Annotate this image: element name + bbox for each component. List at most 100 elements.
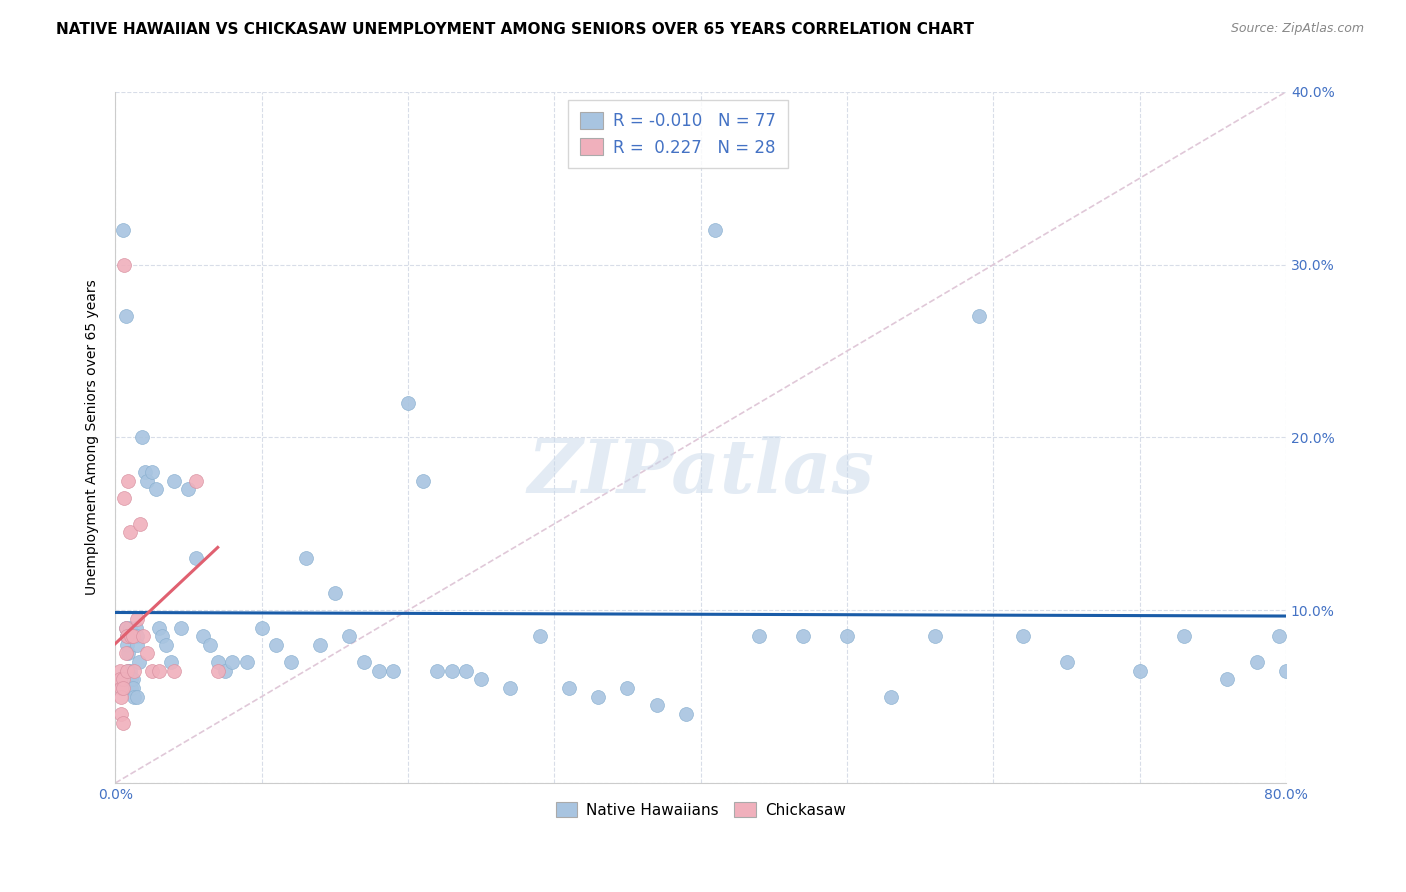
Point <box>141 465 163 479</box>
Point <box>111 223 134 237</box>
Point <box>118 621 141 635</box>
Point <box>150 629 173 643</box>
Point <box>120 673 142 687</box>
Point <box>558 681 581 695</box>
Point <box>177 483 200 497</box>
Point <box>127 629 149 643</box>
Point <box>128 655 150 669</box>
Point <box>111 715 134 730</box>
Point <box>136 647 159 661</box>
Point <box>117 664 139 678</box>
Point <box>115 638 138 652</box>
Point <box>1267 629 1289 643</box>
Point <box>110 690 132 704</box>
Point <box>456 664 478 678</box>
Point <box>112 491 135 505</box>
Point <box>108 673 131 687</box>
Point <box>117 474 139 488</box>
Point <box>645 698 668 713</box>
Point <box>412 474 434 488</box>
Point <box>120 681 142 695</box>
Point <box>367 664 389 678</box>
Point <box>309 638 332 652</box>
Point <box>111 673 134 687</box>
Point <box>148 664 170 678</box>
Point <box>294 551 316 566</box>
Point <box>111 681 134 695</box>
Point <box>184 551 207 566</box>
Point <box>127 612 149 626</box>
Point <box>148 621 170 635</box>
Point <box>426 664 449 678</box>
Point <box>170 621 193 635</box>
Point <box>114 621 136 635</box>
Point <box>163 474 186 488</box>
Point <box>214 664 236 678</box>
Point <box>120 629 142 643</box>
Point <box>163 664 186 678</box>
Point <box>280 655 302 669</box>
Point <box>127 690 149 704</box>
Point <box>145 483 167 497</box>
Point <box>184 474 207 488</box>
Text: NATIVE HAWAIIAN VS CHICKASAW UNEMPLOYMENT AMONG SENIORS OVER 65 YEARS CORRELATIO: NATIVE HAWAIIAN VS CHICKASAW UNEMPLOYMEN… <box>56 22 974 37</box>
Point <box>1129 664 1152 678</box>
Point <box>924 629 946 643</box>
Point <box>1216 673 1239 687</box>
Point <box>236 655 259 669</box>
Point <box>470 673 492 687</box>
Point <box>353 655 375 669</box>
Point <box>200 638 222 652</box>
Point <box>675 706 697 721</box>
Point <box>1011 629 1033 643</box>
Point <box>382 664 405 678</box>
Point <box>134 465 156 479</box>
Text: Source: ZipAtlas.com: Source: ZipAtlas.com <box>1230 22 1364 36</box>
Point <box>880 690 903 704</box>
Point <box>141 664 163 678</box>
Point <box>1246 655 1268 669</box>
Point <box>1056 655 1078 669</box>
Legend: Native Hawaiians, Chickasaw: Native Hawaiians, Chickasaw <box>550 796 852 824</box>
Point <box>121 681 143 695</box>
Point <box>704 223 727 237</box>
Point <box>136 474 159 488</box>
Point <box>118 525 141 540</box>
Point <box>112 258 135 272</box>
Point <box>115 629 138 643</box>
Point <box>118 664 141 678</box>
Point <box>124 664 146 678</box>
Point <box>115 629 138 643</box>
Point <box>440 664 463 678</box>
Point <box>207 655 229 669</box>
Y-axis label: Unemployment Among Seniors over 65 years: Unemployment Among Seniors over 65 years <box>86 279 100 595</box>
Point <box>121 629 143 643</box>
Point <box>1173 629 1195 643</box>
Point <box>529 629 551 643</box>
Point <box>323 586 346 600</box>
Point <box>110 681 132 695</box>
Point <box>396 396 419 410</box>
Point <box>155 638 177 652</box>
Point <box>132 629 155 643</box>
Point <box>114 621 136 635</box>
Point <box>127 638 149 652</box>
Point <box>118 629 141 643</box>
Point <box>339 629 361 643</box>
Point <box>108 664 131 678</box>
Point <box>967 310 990 324</box>
Point <box>124 690 146 704</box>
Point <box>114 310 136 324</box>
Point <box>586 690 609 704</box>
Point <box>1275 664 1298 678</box>
Point <box>835 629 858 643</box>
Point <box>114 647 136 661</box>
Point <box>191 629 214 643</box>
Point <box>616 681 638 695</box>
Point <box>125 621 148 635</box>
Point <box>131 430 153 444</box>
Point <box>499 681 522 695</box>
Point <box>160 655 183 669</box>
Point <box>207 664 229 678</box>
Point <box>748 629 770 643</box>
